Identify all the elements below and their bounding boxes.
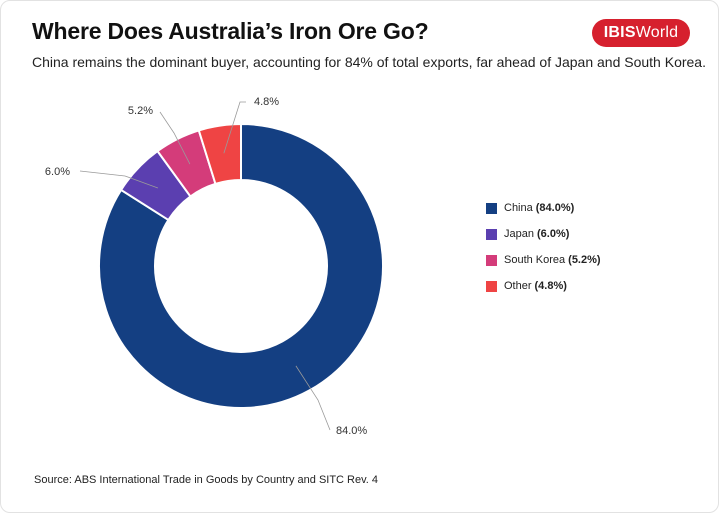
data-label-south-korea: 5.2% xyxy=(128,105,153,117)
legend-label-japan: Japan xyxy=(504,228,534,240)
leader-line-china xyxy=(295,365,331,431)
legend-item-other: Other (4.8%) xyxy=(486,278,601,294)
leader-line-japan xyxy=(79,170,159,189)
legend-item-japan: Japan (6.0%) xyxy=(486,226,601,242)
data-label-china: 84.0% xyxy=(336,425,367,437)
data-label-japan: 6.0% xyxy=(45,166,70,178)
logo-bold-text: IBIS xyxy=(603,24,636,41)
legend-label-south-korea: South Korea xyxy=(504,254,566,266)
legend-swatch-japan xyxy=(486,228,497,240)
leader-line-other xyxy=(223,101,246,154)
source-note: Source: ABS International Trade in Goods… xyxy=(34,474,379,486)
legend-pct-china: (84.0%) xyxy=(535,202,575,214)
legend-item-china: China (84.0%) xyxy=(486,200,601,216)
donut-slice-china xyxy=(98,122,384,409)
data-label-other: 4.8% xyxy=(254,96,279,108)
legend-pct-other: (4.8%) xyxy=(534,280,567,292)
ibisworld-logo: IBISWorld xyxy=(592,19,690,47)
legend-label-other: Other xyxy=(504,280,532,292)
legend-swatch-china xyxy=(486,202,497,214)
chart-title: Where Does Australia’s Iron Ore Go? xyxy=(32,18,429,44)
legend-pct-japan: (6.0%) xyxy=(536,228,570,240)
donut-slice-other xyxy=(197,122,242,186)
logo-light-text: World xyxy=(635,24,679,41)
legend-item-south-korea: South Korea (5.2%) xyxy=(486,252,601,268)
legend-label-china: China xyxy=(504,202,533,214)
chart-legend: China (84.0%) Japan (6.0%) South Korea (… xyxy=(486,200,601,304)
chart-subtitle: China remains the dominant buyer, accoun… xyxy=(32,54,706,70)
leader-line-south-korea xyxy=(159,111,191,165)
legend-pct-south-korea: (5.2%) xyxy=(568,254,601,266)
legend-swatch-other xyxy=(486,280,497,292)
legend-swatch-south-korea xyxy=(486,254,497,266)
